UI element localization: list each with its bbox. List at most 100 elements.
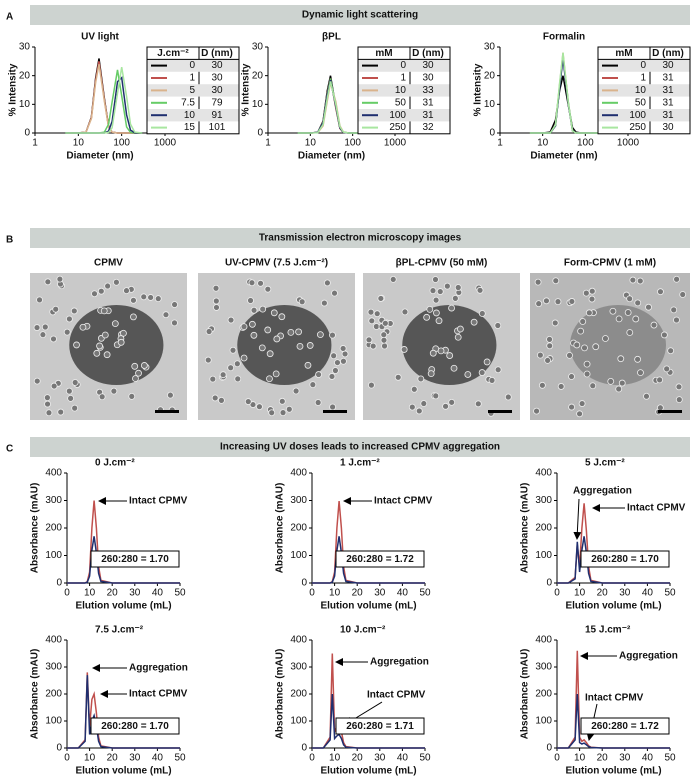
tem-particle <box>247 297 254 304</box>
tem-particle <box>451 294 459 302</box>
panel-header-bar <box>30 228 690 248</box>
y-tick-label: 100 <box>45 716 62 727</box>
tem-particle <box>535 300 543 308</box>
tem-particle <box>140 293 148 301</box>
x-axis-label: Diameter (nm) <box>66 151 133 162</box>
chart-title: 0 J.cm⁻² <box>95 458 135 469</box>
tem-particle <box>624 309 632 316</box>
tem-particle <box>679 291 687 298</box>
y-axis-label: % Intensity <box>8 63 19 116</box>
y-tick-label: 10 <box>484 99 496 110</box>
tem-particle <box>140 362 148 369</box>
chart-title: Formalin <box>543 32 585 43</box>
data-line <box>65 64 143 134</box>
tem-particle <box>423 313 431 321</box>
tem-particle <box>135 369 142 377</box>
tem-particle <box>446 352 454 359</box>
scale-bar <box>658 410 682 413</box>
tem-particle <box>568 373 575 380</box>
tem-particle <box>417 375 425 383</box>
panel-header-bar <box>30 5 690 25</box>
tem-particle <box>634 355 642 363</box>
tem-particle <box>244 398 252 405</box>
y-tick-label: 300 <box>290 662 307 673</box>
legend-label: 50 <box>395 97 407 108</box>
tem-particle <box>381 342 388 350</box>
y-tick-label: 20 <box>19 70 31 81</box>
tem-particle <box>162 311 170 319</box>
tem-particle <box>240 323 248 331</box>
scale-bar <box>323 410 347 413</box>
x-tick-label: 20 <box>597 588 609 599</box>
legend-label: 100 <box>629 110 646 121</box>
tem-particle <box>131 362 139 370</box>
table-row-bg <box>358 109 450 122</box>
tem-particle <box>401 308 409 316</box>
tem-particle <box>583 360 591 368</box>
tem-particle <box>592 343 600 351</box>
x-axis-label: Diameter (nm) <box>530 151 597 162</box>
panel-label: A <box>6 12 13 23</box>
x-tick-label: 50 <box>419 753 431 764</box>
tem-particle <box>588 295 596 303</box>
panel-header: Transmission electron microscopy images <box>259 233 462 244</box>
tem-particle <box>227 316 235 324</box>
tem-particle <box>212 284 220 292</box>
tem-particle <box>128 392 136 400</box>
tem-particle <box>454 333 462 341</box>
tem-particle <box>581 344 588 352</box>
y-tick-label: 30 <box>19 42 31 53</box>
legend-header: mM <box>615 48 632 59</box>
tem-particle <box>97 287 105 295</box>
tem-particle <box>432 296 440 304</box>
tem-particle <box>534 278 542 286</box>
tem-particle <box>626 295 634 303</box>
x-tick-label: 0 <box>554 588 560 599</box>
tem-particle <box>557 383 565 390</box>
y-tick-label: 0 <box>489 128 495 139</box>
y-axis-label: % Intensity <box>473 63 484 116</box>
legend-label: 10 <box>184 110 196 121</box>
tem-particle <box>657 288 664 296</box>
legend-label: 1 <box>189 73 195 84</box>
tem-particle <box>554 298 562 306</box>
tem-particle <box>583 370 591 378</box>
tem-particle <box>470 318 478 326</box>
tem-particle <box>660 331 668 339</box>
annotation: Intact CPMV <box>585 693 644 704</box>
tem-particle <box>546 342 554 350</box>
tem-particle <box>258 344 266 352</box>
tem-particle <box>368 381 375 389</box>
tem-image <box>530 273 690 420</box>
tem-particle <box>426 305 434 313</box>
tem-particle <box>320 299 328 307</box>
y-tick-label: 300 <box>535 495 552 506</box>
tem-particle <box>306 342 314 349</box>
ratio-label: 260:280 = 1.71 <box>346 721 414 732</box>
tem-particle <box>45 409 53 417</box>
x-tick-label: 20 <box>352 753 364 764</box>
y-axis-label: Absorbance (mAU) <box>520 649 531 740</box>
y-axis-label: % Intensity <box>241 63 252 116</box>
tem-particle <box>494 322 502 329</box>
x-tick-label: 100 <box>577 138 594 149</box>
tem-particle <box>380 331 388 339</box>
tem-particle <box>211 394 219 402</box>
data-line <box>529 52 606 134</box>
data-line <box>312 536 425 584</box>
x-tick-label: 40 <box>152 588 164 599</box>
tem-particle <box>667 347 675 355</box>
x-tick-label: 1 <box>32 138 38 149</box>
y-tick-label: 0 <box>56 743 62 754</box>
panel-header: Dynamic light scattering <box>302 10 418 21</box>
tem-particle <box>93 349 101 357</box>
y-tick-label: 30 <box>252 42 264 53</box>
tem-particle <box>450 364 458 372</box>
tem-particle <box>100 307 108 315</box>
ratio-label: 260:280 = 1.70 <box>591 554 659 565</box>
y-tick-label: 200 <box>535 689 552 700</box>
tem-particle <box>227 364 235 372</box>
tem-particle <box>650 321 658 329</box>
y-tick-label: 300 <box>535 662 552 673</box>
y-tick-label: 10 <box>252 99 264 110</box>
